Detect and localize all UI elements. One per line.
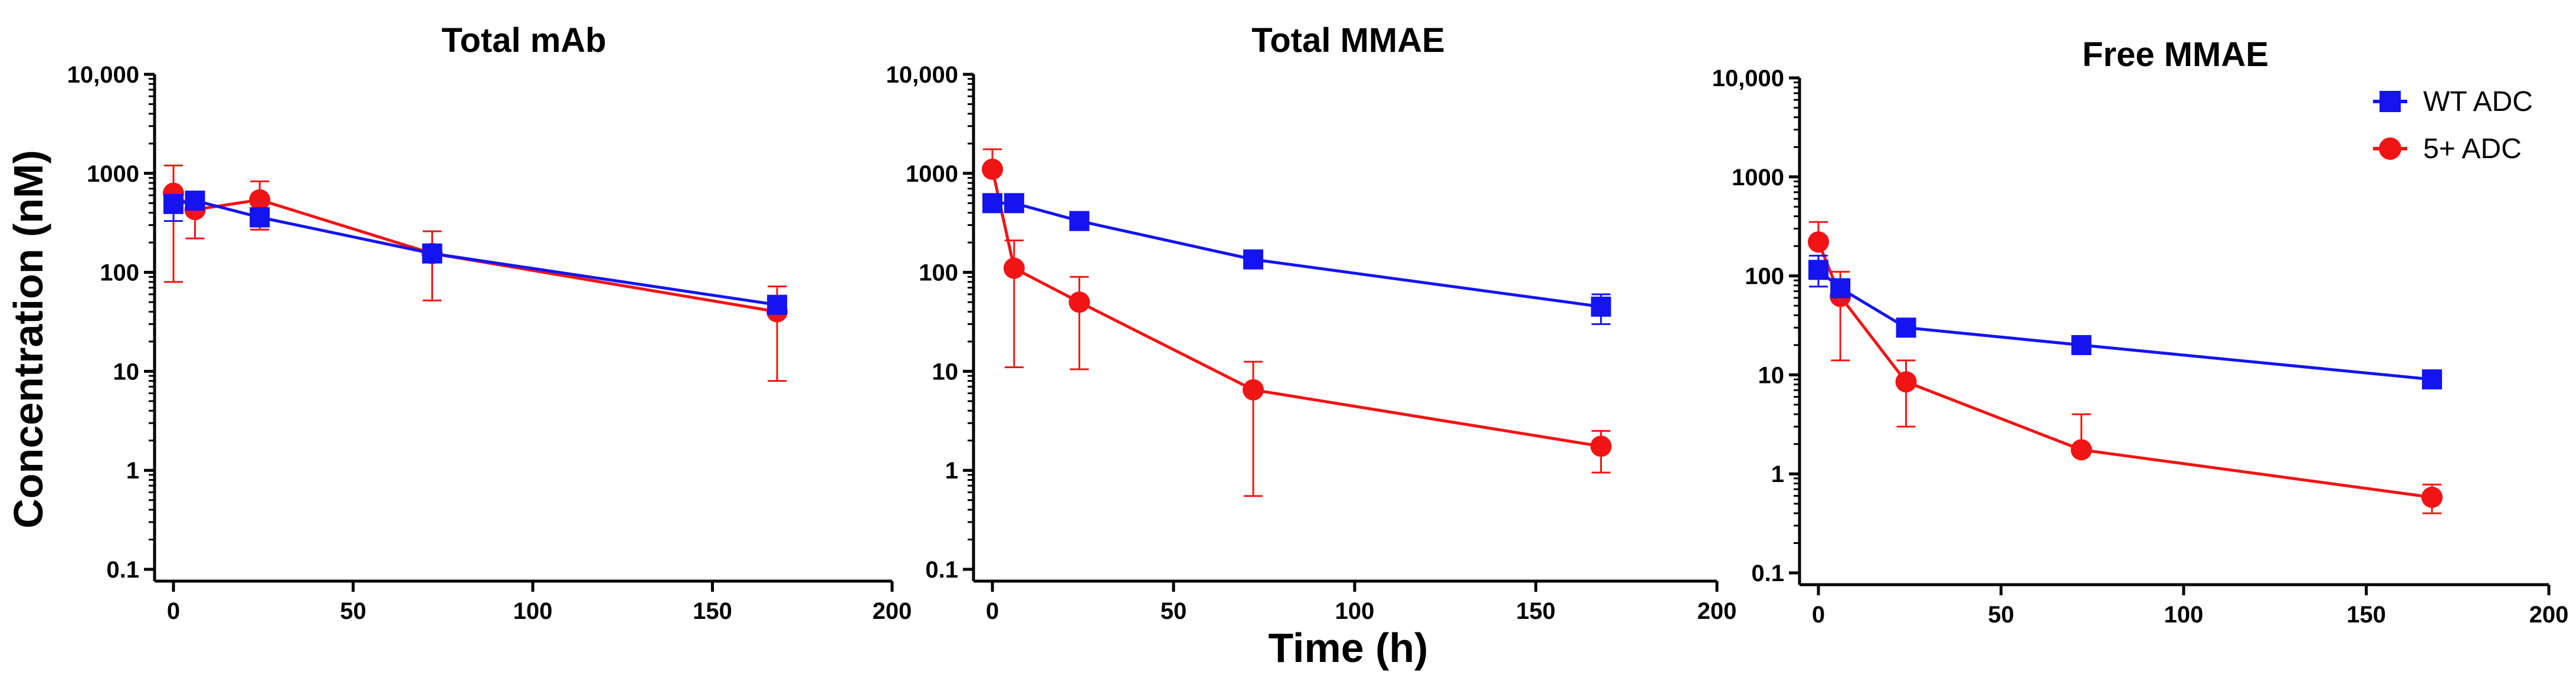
- x-tick-label: 50: [1161, 598, 1187, 624]
- x-tick-label: 150: [2346, 602, 2386, 628]
- y-tick-label: 10: [932, 359, 959, 385]
- x-tick-label: 200: [873, 598, 912, 624]
- x-tick-label: 200: [2529, 602, 2569, 628]
- legend-marker-wt-adc: [2380, 91, 2401, 112]
- y-tick-label: 1: [126, 458, 139, 484]
- data-point-5plus-adc: [1895, 371, 1917, 393]
- panel-title: Total mAb: [441, 21, 606, 60]
- data-point-wt-adc: [1004, 193, 1024, 214]
- legend-marker-5plus-adc: [2379, 137, 2401, 160]
- data-point-5plus-adc: [1590, 435, 1612, 457]
- panel-title: Free MMAE: [2082, 35, 2269, 74]
- y-tick-label: 100: [1745, 264, 1784, 290]
- y-tick-label: 0.1: [925, 557, 958, 583]
- series-5plus-adc: [1808, 221, 2443, 514]
- y-tick-label: 100: [919, 260, 958, 286]
- x-tick-label: 100: [1335, 598, 1375, 624]
- chart-panel-total-mab: Total mAb 0.1 1 10 100 1000 10,000 0 50 100 150 200: [67, 21, 912, 624]
- legend-item-wt-adc: WT ADC: [2373, 86, 2533, 117]
- legend: WT ADC 5+ ADC: [2373, 86, 2533, 165]
- x-tick-label: 150: [1516, 598, 1556, 624]
- data-point-wt-adc: [2421, 369, 2442, 390]
- x-tick-label: 150: [693, 598, 732, 624]
- chart-panel-free-mmae: Free MMAE 0.1 1 10 100 1000 10,000 0 50 100 150 200: [1712, 35, 2569, 628]
- x-tick-label: 50: [340, 598, 366, 624]
- data-point-5plus-adc: [2421, 486, 2443, 508]
- data-point-wt-adc: [982, 193, 1002, 214]
- data-point-5plus-adc: [1808, 231, 1829, 253]
- legend-label-5plus-adc: 5+ ADC: [2423, 133, 2522, 165]
- y-tick-label: 10: [113, 359, 140, 385]
- data-point-5plus-adc: [2070, 439, 2092, 461]
- data-point-5plus-adc: [249, 189, 271, 211]
- y-tick-label: 10,000: [1712, 65, 1784, 91]
- y-tick-label: 1000: [87, 161, 139, 187]
- data-point-5plus-adc: [1069, 291, 1090, 313]
- y-tick-label: 10,000: [67, 62, 139, 88]
- x-tick-label: 0: [986, 598, 999, 624]
- panel-title: Total MMAE: [1251, 21, 1445, 60]
- x-tick-label: 100: [2164, 602, 2204, 628]
- data-point-5plus-adc: [1003, 257, 1025, 279]
- x-tick-label: 0: [167, 598, 180, 624]
- x-tick-label: 50: [1988, 602, 2014, 628]
- data-point-wt-adc: [2071, 335, 2092, 355]
- y-tick-label: 10,000: [886, 62, 958, 88]
- y-tick-label: 10: [1758, 362, 1785, 388]
- y-tick-label: 0.1: [106, 557, 139, 583]
- data-point-wt-adc: [185, 191, 205, 211]
- x-tick-label: 100: [513, 598, 553, 624]
- data-point-wt-adc: [767, 294, 788, 315]
- data-point-5plus-adc: [1243, 379, 1264, 401]
- data-point-wt-adc: [163, 194, 183, 214]
- data-point-5plus-adc: [982, 158, 1003, 180]
- series-wt-adc: [163, 191, 788, 315]
- data-point-wt-adc: [250, 207, 270, 228]
- data-point-wt-adc: [422, 243, 443, 264]
- legend-label-wt-adc: WT ADC: [2423, 86, 2533, 117]
- y-tick-label: 1000: [906, 161, 958, 187]
- x-axis-title: Time (h): [1269, 625, 1428, 671]
- y-axis-title: Concentration (nM): [5, 150, 51, 529]
- y-tick-label: 1: [1771, 461, 1784, 487]
- data-point-wt-adc: [1896, 317, 1916, 338]
- y-tick-label: 0.1: [1751, 560, 1784, 586]
- data-point-wt-adc: [1808, 260, 1828, 280]
- data-point-wt-adc: [1830, 278, 1851, 299]
- y-tick-label: 1000: [1732, 165, 1784, 191]
- x-tick-label: 200: [1697, 598, 1737, 624]
- legend-item-5plus-adc: 5+ ADC: [2373, 133, 2522, 165]
- data-point-wt-adc: [1591, 296, 1611, 317]
- series-5plus-adc: [163, 165, 788, 382]
- x-tick-label: 0: [1812, 602, 1825, 628]
- y-tick-label: 1: [945, 458, 958, 484]
- series-wt-adc: [1808, 254, 2442, 390]
- data-point-wt-adc: [1243, 249, 1264, 270]
- series-wt-adc: [982, 193, 1611, 325]
- series-5plus-adc: [982, 148, 1612, 497]
- data-point-wt-adc: [1069, 211, 1090, 231]
- chart-panel-total-mmae: Total MMAE 0.1 1 10 100 1000 10,000 0 50 100 150 20…: [886, 21, 1737, 624]
- y-tick-label: 100: [100, 260, 139, 286]
